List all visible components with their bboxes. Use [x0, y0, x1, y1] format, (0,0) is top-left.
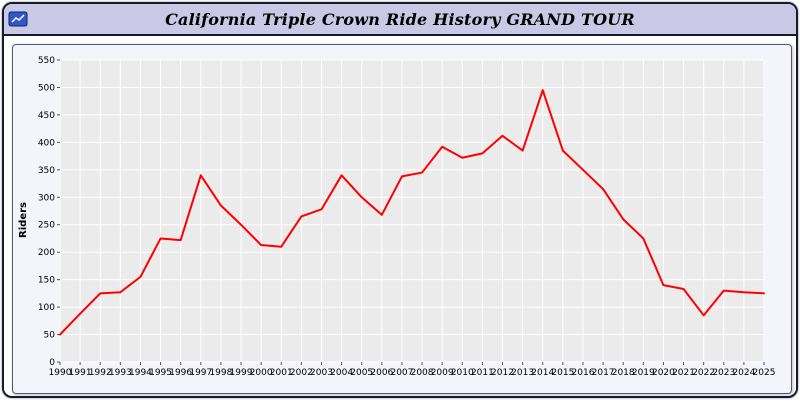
x-tick-label: 2015 — [551, 368, 574, 378]
x-tick-label: 2010 — [451, 368, 474, 378]
x-tick-label: 1993 — [109, 368, 132, 378]
x-tick-label: 2002 — [290, 368, 313, 378]
x-tick-label: 1995 — [149, 368, 172, 378]
y-tick-label: 150 — [38, 276, 55, 286]
x-tick-label: 2024 — [732, 368, 755, 378]
x-tick-label: 1990 — [49, 368, 72, 378]
x-tick-label: 2000 — [250, 368, 273, 378]
y-axis-label: Riders — [18, 202, 29, 238]
x-tick-label: 1994 — [129, 368, 152, 378]
x-tick-label: 1996 — [169, 368, 192, 378]
x-tick-label: 2025 — [753, 368, 776, 378]
x-tick-label: 2005 — [350, 368, 373, 378]
x-tick-label: 2022 — [692, 368, 715, 378]
y-tick-label: 450 — [38, 111, 55, 121]
y-tick-label: 350 — [38, 166, 55, 176]
chart-panel: Riders 0 50 100 150 200 250 300 350 400 450 500 550… — [12, 44, 792, 394]
x-tick-label: 2003 — [310, 368, 333, 378]
x-tick-label: 1998 — [209, 368, 232, 378]
x-tick-label: 2009 — [431, 368, 454, 378]
x-tick-label: 2023 — [712, 368, 735, 378]
x-tick-label: 2001 — [270, 368, 293, 378]
y-tick-label: 550 — [38, 56, 55, 66]
x-tick-label: 1992 — [89, 368, 112, 378]
plot-area — [59, 59, 765, 363]
x-tick-label: 2012 — [491, 368, 514, 378]
y-tick-label: 400 — [38, 138, 55, 148]
x-tick-label: 1991 — [69, 368, 92, 378]
y-tick-label: 250 — [38, 221, 55, 231]
series-line-riders — [59, 89, 765, 336]
x-tick-label: 2006 — [370, 368, 393, 378]
x-tick-label: 2008 — [411, 368, 434, 378]
content: Riders 0 50 100 150 200 250 300 350 400 450 500 550… — [4, 36, 796, 394]
header: California Triple Crown Ride History GRA… — [4, 4, 796, 36]
y-tick-label: 300 — [38, 193, 55, 203]
y-tick-label: 0 — [49, 358, 55, 368]
y-tick-label: 200 — [38, 248, 55, 258]
chart-app-icon — [8, 11, 28, 27]
x-tick-label: 2014 — [531, 368, 554, 378]
x-tick-label: 2020 — [652, 368, 675, 378]
x-tick-label: 2013 — [511, 368, 534, 378]
x-tick-label: 2011 — [471, 368, 494, 378]
x-tick-label: 2004 — [330, 368, 353, 378]
x-tick-label: 1997 — [189, 368, 212, 378]
x-tick-label: 2017 — [592, 368, 615, 378]
x-tick-label: 2016 — [572, 368, 595, 378]
page-title: California Triple Crown Ride History GRA… — [165, 9, 635, 29]
y-tick-label: 100 — [38, 303, 55, 313]
x-tick-label: 2018 — [612, 368, 635, 378]
y-tick-label: 50 — [44, 331, 56, 341]
riders-line-chart: Riders 0 50 100 150 200 250 300 350 400 450 500 550… — [18, 56, 776, 378]
x-tick-label: 2021 — [672, 368, 695, 378]
x-tick-label: 2007 — [390, 368, 413, 378]
y-tick-label: 500 — [38, 83, 55, 93]
x-tick-label: 2019 — [632, 368, 655, 378]
x-tick-label: 1999 — [230, 368, 253, 378]
